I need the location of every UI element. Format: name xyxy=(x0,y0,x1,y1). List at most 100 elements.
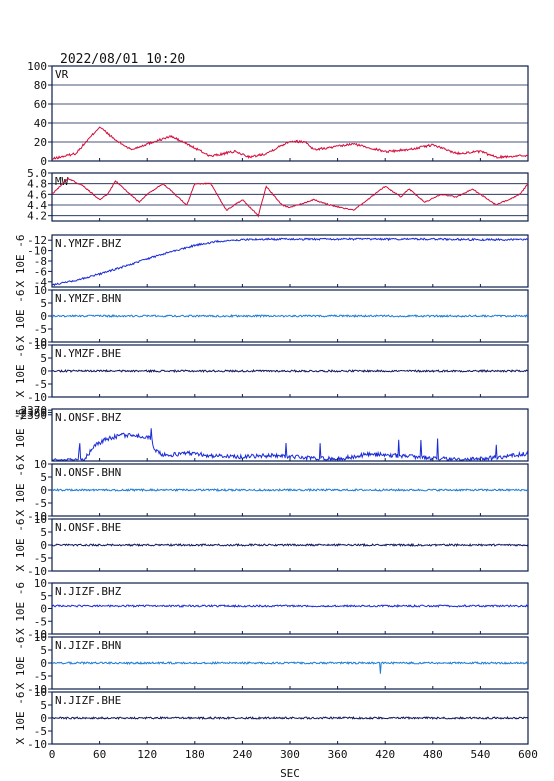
x-axis-ticks: 0 60 120 180 240 300 360 420 480 540 600 xyxy=(49,748,538,761)
chart-timestamp: 2022/08/01 10:20 xyxy=(60,52,185,67)
y-axis-label: X 10E -6 xyxy=(14,519,27,572)
x-tick-label: 600 xyxy=(518,748,538,761)
y-tick-label: 5 xyxy=(40,644,47,657)
x-tick-label: 300 xyxy=(280,748,300,761)
trace-line xyxy=(51,313,529,319)
panel-title: MW xyxy=(55,175,69,188)
x-tick-label: 480 xyxy=(423,748,443,761)
y-axis-label: X 10E -6 xyxy=(14,290,27,343)
trace-line xyxy=(51,660,529,674)
y-axis-label: X 10E -6 xyxy=(14,409,27,462)
panel-title: N.YMZF.BHN xyxy=(55,292,121,305)
y-tick-label: -6 xyxy=(34,265,47,278)
x-tick-label: 420 xyxy=(375,748,395,761)
y-tick-label: 10 xyxy=(34,513,47,526)
trace-line xyxy=(52,428,529,462)
y-axis-label: X 10E -6 xyxy=(14,464,27,517)
x-tick-label: 240 xyxy=(232,748,252,761)
y-tick-label: 10 xyxy=(34,458,47,471)
y-tick-label: 5 xyxy=(40,352,47,365)
x-axis-label: SEC xyxy=(280,767,300,780)
y-tick-label: -8 xyxy=(34,255,47,268)
y-tick-label: -5 xyxy=(34,378,47,391)
y-tick-label: 4.8 xyxy=(27,178,47,191)
y-tick-label: 5 xyxy=(40,471,47,484)
y-axis-label: X 10E -6 xyxy=(14,582,27,635)
panel-frame xyxy=(51,408,529,462)
y-tick-label: -10 xyxy=(27,565,47,578)
y-tick-label: 10 xyxy=(34,284,47,297)
y-tick-label: 0 xyxy=(40,657,47,670)
y-tick-label: -5 xyxy=(34,670,47,683)
y-tick-label: 4.2 xyxy=(27,210,47,223)
panel-n-jizf-bhz: -10-505 10 X 10E -6 N.JIZF.BHZ xyxy=(14,577,529,641)
y-tick-label: -10 xyxy=(27,391,47,404)
trace-line xyxy=(51,715,529,721)
y-tick-label: 20 xyxy=(34,136,47,149)
y-tick-label: 5 xyxy=(40,590,47,603)
y-axis-label: X 10E -6 xyxy=(14,235,27,288)
y-tick-label: 0 xyxy=(40,155,47,168)
y-tick-label: -2390 xyxy=(14,409,47,422)
panel-title: N.JIZF.BHE xyxy=(55,694,121,707)
panel-title: N.ONSF.BHE xyxy=(55,521,121,534)
y-tick-label: 4.4 xyxy=(27,199,47,212)
y-tick-label: -5 xyxy=(34,497,47,510)
x-tick-label: 180 xyxy=(185,748,205,761)
y-tick-label: 0 xyxy=(40,310,47,323)
trace-line xyxy=(51,603,529,608)
y-tick-label: 10 xyxy=(34,631,47,644)
y-tick-label: 5 xyxy=(40,526,47,539)
y-axis-label: X 10E -6 xyxy=(14,692,27,745)
x-tick-label: 540 xyxy=(470,748,490,761)
panel-title: N.JIZF.BHN xyxy=(55,639,121,652)
y-tick-label: -10 xyxy=(27,510,47,523)
y-tick-label: 100 xyxy=(27,60,47,73)
y-tick-label: 5 xyxy=(40,297,47,310)
panel-frame xyxy=(51,234,529,288)
y-axis-label: X 10E -6 xyxy=(14,345,27,398)
panel-frame xyxy=(51,582,529,635)
y-tick-label: 40 xyxy=(34,117,47,130)
y-tick-label: -10 xyxy=(27,628,47,641)
panel-title: VR xyxy=(55,68,69,81)
y-tick-label: 10 xyxy=(34,686,47,699)
trace-line xyxy=(51,487,529,493)
y-tick-label: -10 xyxy=(27,738,47,751)
y-tick-label: -10 xyxy=(27,683,47,696)
panel-frame xyxy=(51,65,529,162)
trace-line xyxy=(51,237,529,287)
y-tick-label: 0 xyxy=(40,365,47,378)
trace-line xyxy=(51,177,529,218)
trace-line xyxy=(51,369,529,374)
y-tick-label: -2370 xyxy=(14,404,47,417)
trace-line xyxy=(51,126,529,160)
panels: 020406080100VR4.24.44.64.85.0MW-4-6-8-10… xyxy=(14,60,529,751)
panel-title: N.ONSF.BHN xyxy=(55,466,121,479)
y-tick-label: 0 xyxy=(40,712,47,725)
y-tick-label: 0 xyxy=(40,603,47,616)
y-tick-label: -4 xyxy=(34,276,48,289)
x-tick-label: 0 xyxy=(49,748,56,761)
x-tick-label: 120 xyxy=(137,748,157,761)
y-tick-label: -5 xyxy=(34,725,47,738)
panel-title: N.YMZF.BHE xyxy=(55,347,121,360)
panel-title: N.JIZF.BHZ xyxy=(55,585,122,598)
y-tick-label: -5 xyxy=(34,552,47,565)
y-tick-label: 5 xyxy=(40,699,47,712)
x-tick-label: 360 xyxy=(328,748,348,761)
y-tick-label: -5 xyxy=(34,615,47,628)
panel-title: N.YMZF.BHZ xyxy=(55,237,122,250)
y-tick-label: 60 xyxy=(34,98,47,111)
y-tick-label: -10 xyxy=(27,245,47,258)
y-tick-label: 5.0 xyxy=(27,167,47,180)
panel-title: N.ONSF.BHZ xyxy=(55,411,122,424)
